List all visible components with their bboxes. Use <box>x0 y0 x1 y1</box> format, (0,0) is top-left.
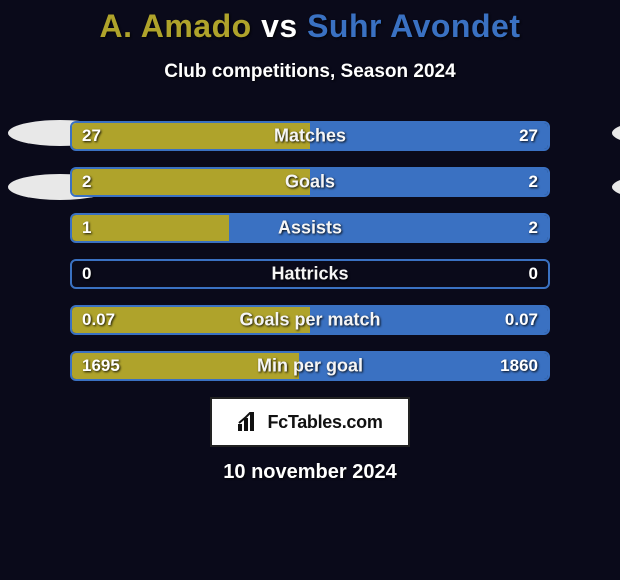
snapshot-date: 10 november 2024 <box>0 461 620 484</box>
stat-label: Assists <box>278 218 342 239</box>
stat-label: Goals per match <box>239 310 380 331</box>
stat-row: Matches 27 27 <box>70 121 550 151</box>
stat-value-right: 2 <box>529 172 538 192</box>
stat-value-right: 2 <box>529 218 538 238</box>
player2-avatar-placeholder <box>612 120 620 146</box>
vs-label: vs <box>261 8 298 44</box>
stat-row: Goals per match 0.07 0.07 <box>70 305 550 335</box>
stat-bar-right <box>229 215 548 241</box>
stat-row: Hattricks 0 0 <box>70 259 550 289</box>
stat-value-left: 0 <box>82 264 91 284</box>
stats-panel: Matches 27 27 Goals 2 2 Assists 1 2 Hattricks 0 0 Go… <box>70 121 550 381</box>
stat-value-left: 1 <box>82 218 91 238</box>
stat-row: Assists 1 2 <box>70 213 550 243</box>
player2-name: Suhr Avondet <box>307 8 520 44</box>
source-badge-text: FcTables.com <box>267 412 382 433</box>
stat-value-left: 0.07 <box>82 310 115 330</box>
bar-chart-icon <box>237 412 259 432</box>
stat-label: Goals <box>285 172 335 193</box>
stat-value-right: 0 <box>529 264 538 284</box>
stat-label: Min per goal <box>257 356 363 377</box>
stat-value-left: 1695 <box>82 356 120 376</box>
stat-value-right: 27 <box>519 126 538 146</box>
stat-value-right: 0.07 <box>505 310 538 330</box>
stat-value-left: 2 <box>82 172 91 192</box>
stat-row: Goals 2 2 <box>70 167 550 197</box>
stat-value-left: 27 <box>82 126 101 146</box>
player1-name: A. Amado <box>100 8 252 44</box>
stat-bar-left <box>72 215 229 241</box>
source-badge: FcTables.com <box>210 397 410 447</box>
subtitle: Club competitions, Season 2024 <box>0 61 620 83</box>
stat-value-right: 1860 <box>500 356 538 376</box>
stat-label: Hattricks <box>271 264 348 285</box>
stat-bar-right <box>310 169 548 195</box>
stat-row: Min per goal 1695 1860 <box>70 351 550 381</box>
stat-label: Matches <box>274 126 346 147</box>
player2-club-placeholder <box>612 174 620 200</box>
page-title: A. Amado vs Suhr Avondet <box>0 8 620 45</box>
stat-bar-left <box>72 169 310 195</box>
comparison-infographic: A. Amado vs Suhr Avondet Club competitio… <box>0 0 620 484</box>
